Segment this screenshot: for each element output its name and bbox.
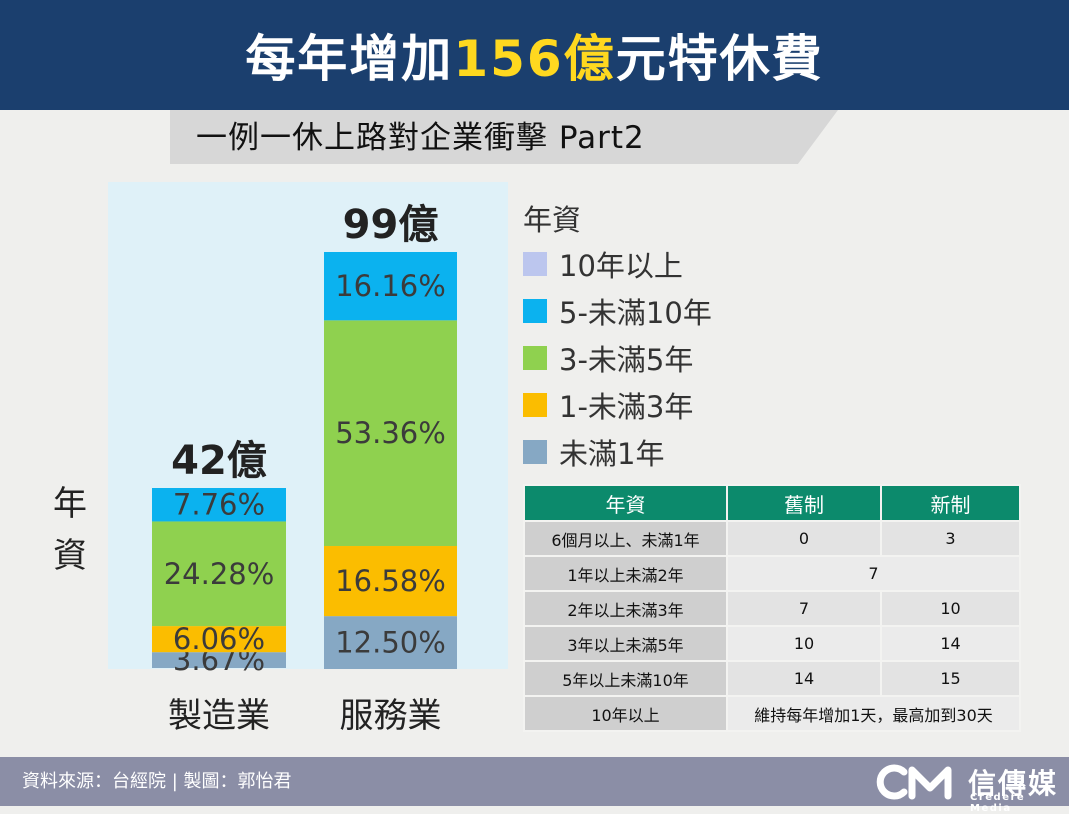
row-label: 1年以上未滿2年 <box>523 555 728 592</box>
bar-segment <box>152 626 286 653</box>
data-label: 12.50% <box>335 626 446 660</box>
data-label: 53.36% <box>335 416 446 450</box>
subtitle: 一例一休上路對企業衝擊 Part2 <box>196 120 645 156</box>
logo-subtitle: Credere Media <box>970 792 1026 814</box>
leave-days-table: 年資 舊制 新制 6個月以上、未滿1年 0 3 1年以上未滿2年 7 2年以上未… <box>523 484 1021 732</box>
row-label: 10年以上 <box>523 695 728 732</box>
legend-title: 年資 <box>523 203 582 237</box>
new-days: 14 <box>880 625 1021 662</box>
legend-swatch <box>523 439 547 464</box>
brand-logo: 信傳媒 Credere Media <box>874 760 1064 814</box>
old-days: 10 <box>726 625 882 662</box>
y-axis-label-char: 年 <box>53 484 87 524</box>
row-label: 5年以上未滿10年 <box>523 660 728 697</box>
table-header: 舊制 <box>726 484 882 522</box>
table-header-row: 年資 舊制 新制 <box>523 484 1021 522</box>
legend-item: 3-未滿5年 <box>523 334 712 381</box>
subtitle-band <box>170 110 838 164</box>
old-days: 0 <box>726 520 882 557</box>
table-row: 1年以上未滿2年 7 <box>523 555 1021 592</box>
cm-logo-icon <box>876 764 952 800</box>
table-row: 2年以上未滿3年 7 10 <box>523 590 1021 627</box>
legend-label: 1-未滿3年 <box>559 389 694 424</box>
title-pre: 每年增加 <box>245 30 454 88</box>
bar-segment <box>152 652 286 668</box>
legend-item: 5-未滿10年 <box>523 287 712 334</box>
legend-item: 未滿1年 <box>523 428 712 475</box>
legend-label: 5-未滿10年 <box>559 295 712 330</box>
legend-item: 1-未滿3年 <box>523 381 712 428</box>
legend-label: 10年以上 <box>559 248 683 283</box>
bar-segment <box>324 616 457 669</box>
legend-label: 未滿1年 <box>559 436 665 471</box>
merged-days: 7 <box>726 555 1021 592</box>
bar-segment <box>324 546 457 617</box>
data-label: 16.58% <box>335 564 446 598</box>
table-row: 10年以上 維持每年增加1天，最高加到30天 <box>523 695 1021 732</box>
merged-days: 維持每年增加1天，最高加到30天 <box>726 695 1021 732</box>
legend-label: 3-未滿5年 <box>559 342 694 377</box>
row-label: 2年以上未滿3年 <box>523 590 728 627</box>
table-row: 6個月以上、未滿1年 0 3 <box>523 520 1021 557</box>
legend-swatch <box>523 345 547 370</box>
legend-swatch <box>523 251 547 276</box>
old-days: 14 <box>726 660 882 697</box>
table-header: 年資 <box>523 484 728 522</box>
legend: 年資 10年以上 5-未滿10年 3-未滿5年 1-未滿3年 未滿1年 <box>523 200 712 475</box>
old-days: 7 <box>726 590 882 627</box>
row-label: 6個月以上、未滿1年 <box>523 520 728 557</box>
data-label: 24.28% <box>164 557 275 591</box>
title-post: 元特休費 <box>615 30 824 88</box>
data-label: 16.16% <box>335 269 446 303</box>
data-label: 6.06% <box>173 622 265 656</box>
logo-name: 信傳媒 <box>968 767 1059 800</box>
bar-segment <box>324 320 457 547</box>
new-days: 15 <box>880 660 1021 697</box>
data-label: 7.76% <box>173 488 265 522</box>
new-days: 3 <box>880 520 1021 557</box>
y-axis-label-char: 資 <box>53 536 87 576</box>
table-header: 新制 <box>880 484 1021 522</box>
source-credit: 資料來源：台經院 | 製圖：郭怡君 <box>22 771 292 792</box>
bar-segment <box>152 521 286 627</box>
header-banner: 每年增加156億元特休費 <box>0 0 1069 110</box>
bar-total-label: 42億 <box>171 438 267 484</box>
category-label: 製造業 <box>168 696 270 736</box>
legend-swatch <box>523 392 547 417</box>
new-days: 10 <box>880 590 1021 627</box>
y-axis-label: 年資 <box>50 478 90 582</box>
legend-swatch <box>523 298 547 323</box>
table-row: 3年以上未滿5年 10 14 <box>523 625 1021 662</box>
table-row: 5年以上未滿10年 14 15 <box>523 660 1021 697</box>
bar-segment <box>152 488 286 522</box>
page-title: 每年增加156億元特休費 <box>245 19 823 91</box>
row-label: 3年以上未滿5年 <box>523 625 728 662</box>
category-label: 服務業 <box>340 696 442 736</box>
bar-segment <box>324 252 457 321</box>
title-highlight: 156億 <box>453 30 616 88</box>
bar-total-label: 99億 <box>343 202 439 248</box>
legend-item: 10年以上 <box>523 240 712 287</box>
